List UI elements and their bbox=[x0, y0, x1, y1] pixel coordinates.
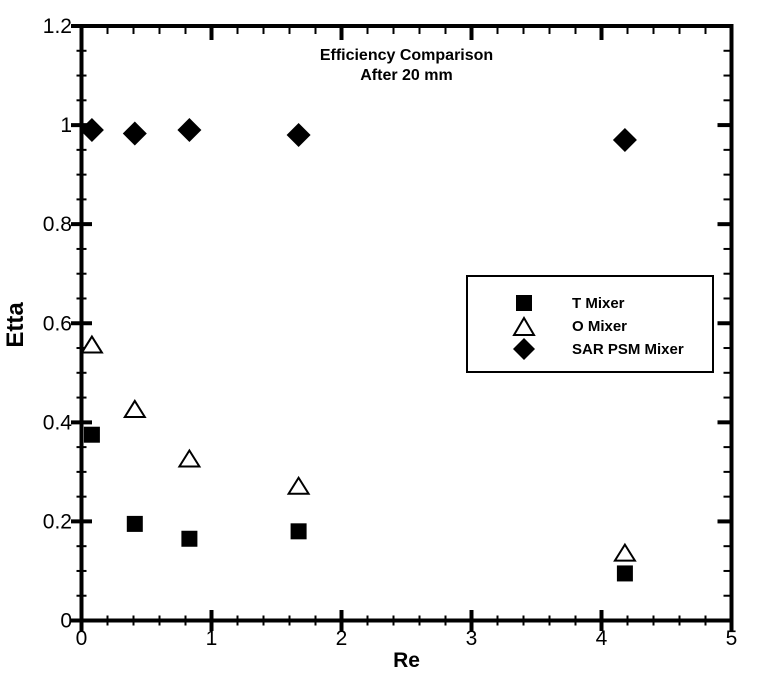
svg-text:0.8: 0.8 bbox=[43, 213, 72, 236]
legend-row: T Mixer bbox=[468, 292, 712, 315]
legend-label: T Mixer bbox=[572, 294, 625, 312]
filled-diamond-icon bbox=[513, 338, 535, 360]
chart-title-line1: Efficiency Comparison bbox=[319, 47, 494, 64]
svg-text:0.6: 0.6 bbox=[43, 312, 72, 335]
chart-title-line2: After 20 mm bbox=[360, 67, 453, 84]
svg-text:0.4: 0.4 bbox=[43, 411, 73, 434]
chart-title: Efficiency Comparison After 20 mm bbox=[81, 46, 732, 86]
svg-text:0: 0 bbox=[76, 627, 88, 650]
svg-text:2: 2 bbox=[336, 627, 348, 650]
svg-text:1.2: 1.2 bbox=[43, 15, 72, 38]
y-axis-label: Etta bbox=[2, 302, 29, 348]
legend-row: SAR PSM Mixer bbox=[468, 338, 712, 361]
legend-label: O Mixer bbox=[572, 317, 628, 335]
x-axis-label: Re bbox=[393, 649, 420, 672]
svg-text:1: 1 bbox=[60, 114, 72, 137]
open-triangle-icon bbox=[512, 316, 536, 336]
filled-square-icon bbox=[516, 295, 532, 311]
svg-text:3: 3 bbox=[466, 627, 478, 650]
svg-text:0.2: 0.2 bbox=[43, 510, 72, 533]
svg-text:1: 1 bbox=[206, 627, 218, 650]
legend: T Mixer O Mixer SAR PSM Mixer bbox=[466, 275, 714, 373]
svg-text:0: 0 bbox=[60, 610, 72, 633]
svg-text:5: 5 bbox=[726, 627, 738, 650]
legend-row: O Mixer bbox=[468, 315, 712, 338]
legend-label: SAR PSM Mixer bbox=[572, 340, 684, 358]
svg-text:4: 4 bbox=[596, 627, 608, 650]
